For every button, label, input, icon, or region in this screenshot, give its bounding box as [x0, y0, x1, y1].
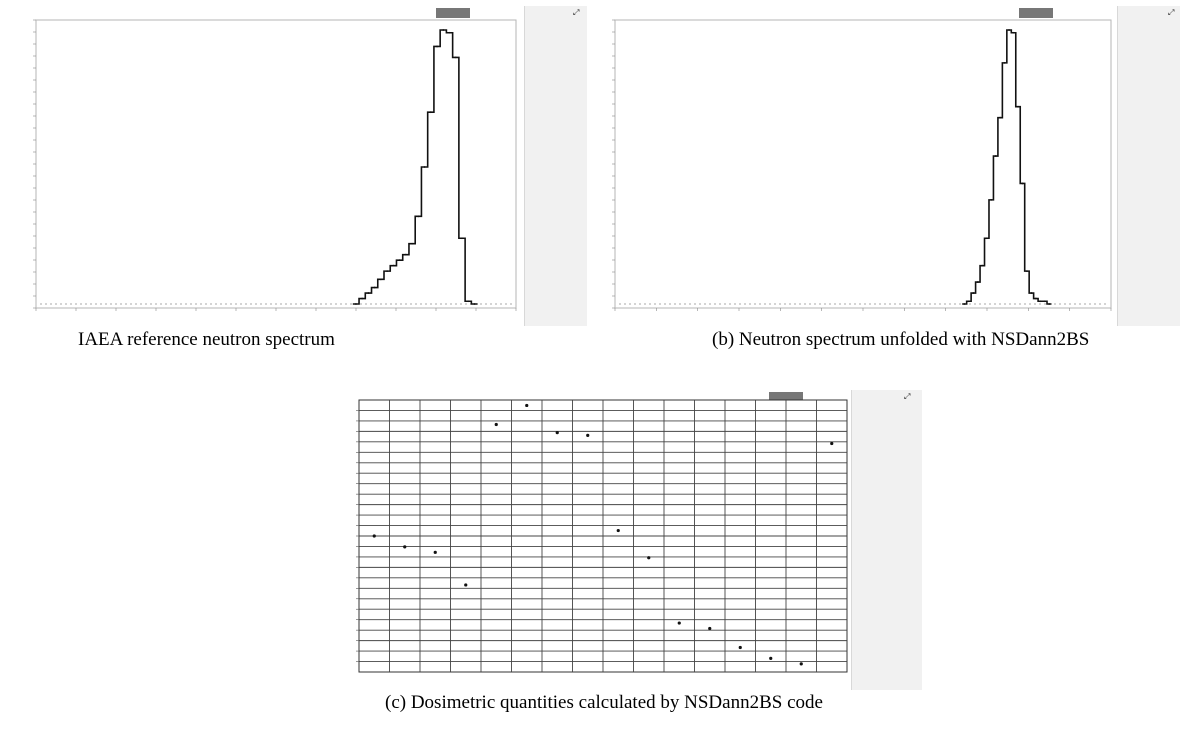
- chart-c-data-point: [433, 550, 437, 554]
- panel-a-value-box[interactable]: [436, 8, 470, 18]
- panel-b: ⤢: [589, 6, 1180, 326]
- chart-a-data-point: [417, 215, 420, 218]
- chart-b-data-point: [1012, 31, 1015, 34]
- chart-c-data-point: [494, 422, 498, 427]
- chart-c-data-point: [555, 431, 559, 435]
- chart-a-data-point: [386, 270, 389, 273]
- panel-c-value-box[interactable]: [769, 392, 803, 402]
- chart-a-data-point: [392, 264, 395, 267]
- chart-b-data-point: [1034, 297, 1037, 300]
- panel-a-expand-icon[interactable]: ⤢: [573, 8, 580, 17]
- chart-a-data-point: [454, 56, 457, 59]
- chart-c-data-point: [738, 645, 742, 650]
- chart-b-data-point: [1030, 292, 1033, 294]
- chart-b-data-point: [976, 281, 979, 283]
- chart-c-data-point: [677, 621, 681, 625]
- panel-c-expand-icon[interactable]: ⤢: [904, 392, 911, 401]
- chart-c-data-point: [769, 656, 773, 660]
- chart-b-data-point: [994, 155, 997, 157]
- chart-b-data-point: [1039, 300, 1042, 303]
- panel-b-expand-icon[interactable]: ⤢: [1168, 8, 1175, 17]
- chart-b-data-point: [1048, 303, 1051, 305]
- chart-b-data-point: [999, 116, 1002, 119]
- chart-c-data-point: [464, 583, 468, 587]
- chart-c-data-point: [830, 441, 834, 446]
- chart-c-data-point: [647, 556, 651, 560]
- caption-b: (b) Neutron spectrum unfolded with NSDan…: [712, 329, 1090, 350]
- chart-c-data-point: [616, 528, 620, 533]
- chart-a-data-point: [448, 31, 451, 34]
- chart-b-data-point: [1008, 29, 1010, 31]
- chart-b-data-point: [981, 264, 984, 267]
- chart-b-data-point: [990, 198, 993, 201]
- caption-a: IAEA reference neutron spectrum: [78, 329, 335, 350]
- chart-b-data-point: [1043, 300, 1046, 303]
- chart-b-data-point: [972, 292, 975, 294]
- chart-b-data-point: [967, 300, 970, 303]
- chart-a-data-point: [467, 300, 470, 303]
- chart-a-data-point: [436, 45, 438, 48]
- chart-c-data-point: [403, 545, 407, 549]
- chart-b-data-point: [985, 237, 988, 240]
- chart-b-data-point: [963, 303, 966, 305]
- panel-b-value-box[interactable]: [1019, 8, 1053, 18]
- chart-a-plot-area: [35, 19, 517, 309]
- caption-c: (c) Dosimetric quantities calculated by …: [385, 692, 823, 713]
- panel-b-side-controls: ⤢: [1117, 6, 1180, 326]
- chart-c-data-point: [525, 403, 529, 408]
- panel-a-chart: [33, 19, 517, 311]
- panel-a: ⤢: [6, 6, 587, 326]
- chart-c-data-point: [586, 433, 590, 437]
- chart-a-data-point: [379, 278, 382, 281]
- chart-b-data-point: [1017, 105, 1019, 108]
- chart-a-data-point: [367, 292, 370, 294]
- panel-b-chart: [612, 19, 1112, 311]
- chart-a-data-point: [361, 297, 364, 300]
- chart-c-data-point: [799, 662, 803, 666]
- chart-a-data-point: [473, 303, 476, 305]
- chart-a-data-point: [404, 253, 407, 256]
- chart-b-data-point: [1026, 270, 1028, 273]
- panel-c-chart: [356, 399, 848, 673]
- panel-c-side-controls: ⤢: [851, 390, 922, 690]
- chart-a-data-point: [373, 286, 376, 289]
- chart-a-data-point: [355, 303, 357, 305]
- chart-a-data-point: [398, 259, 401, 262]
- panel-a-side-controls: ⤢: [524, 6, 587, 326]
- chart-a-data-point: [461, 237, 463, 240]
- chart-b-plot-area: [614, 19, 1112, 309]
- panel-c: ⤢: [329, 390, 922, 690]
- chart-b-data-point: [1021, 182, 1024, 185]
- chart-a-data-point: [442, 29, 445, 31]
- chart-c-data-point: [372, 534, 376, 538]
- chart-c-data-point: [708, 626, 712, 631]
- chart-b-data-point: [1003, 61, 1006, 64]
- chart-a-data-point: [429, 111, 432, 114]
- chart-a-data-point: [423, 166, 426, 168]
- chart-a-data-point: [411, 242, 413, 245]
